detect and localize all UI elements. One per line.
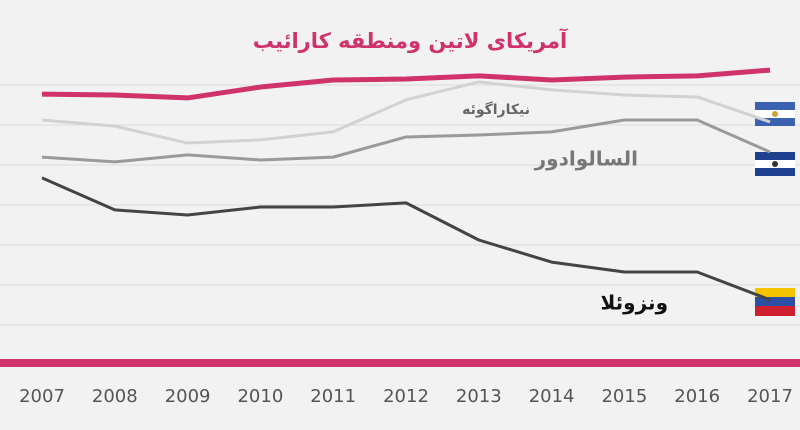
x-tick-label: 2017 [747, 386, 793, 407]
x-tick-label: 2012 [383, 386, 429, 407]
baseline-band [0, 359, 800, 367]
x-tick-label: 2007 [19, 386, 65, 407]
x-tick-label: 2015 [601, 386, 647, 407]
x-tick-label: 2014 [529, 386, 575, 407]
flag-el-salvador [755, 152, 795, 176]
series-label: السالوادور [534, 147, 638, 171]
x-tick-label: 2013 [456, 386, 502, 407]
flag-nicaragua [755, 102, 795, 126]
x-tick-label: 2009 [165, 386, 211, 407]
line [41, 80, 771, 145]
x-tick-label: 2008 [92, 386, 138, 407]
series-label: نیکاراگوئه [462, 101, 530, 118]
flag-venezuela [755, 288, 795, 316]
line [41, 118, 771, 164]
series-label: ونزوئلا [600, 291, 668, 315]
chart-title: آمریکای لاتین ومنطقه کارائیب [253, 28, 568, 53]
line [41, 67, 771, 101]
x-tick-label: 2010 [237, 386, 283, 407]
grid [0, 84, 800, 326]
x-tick-label: 2016 [674, 386, 720, 407]
x-tick-label: 2011 [310, 386, 356, 407]
line [41, 176, 771, 302]
